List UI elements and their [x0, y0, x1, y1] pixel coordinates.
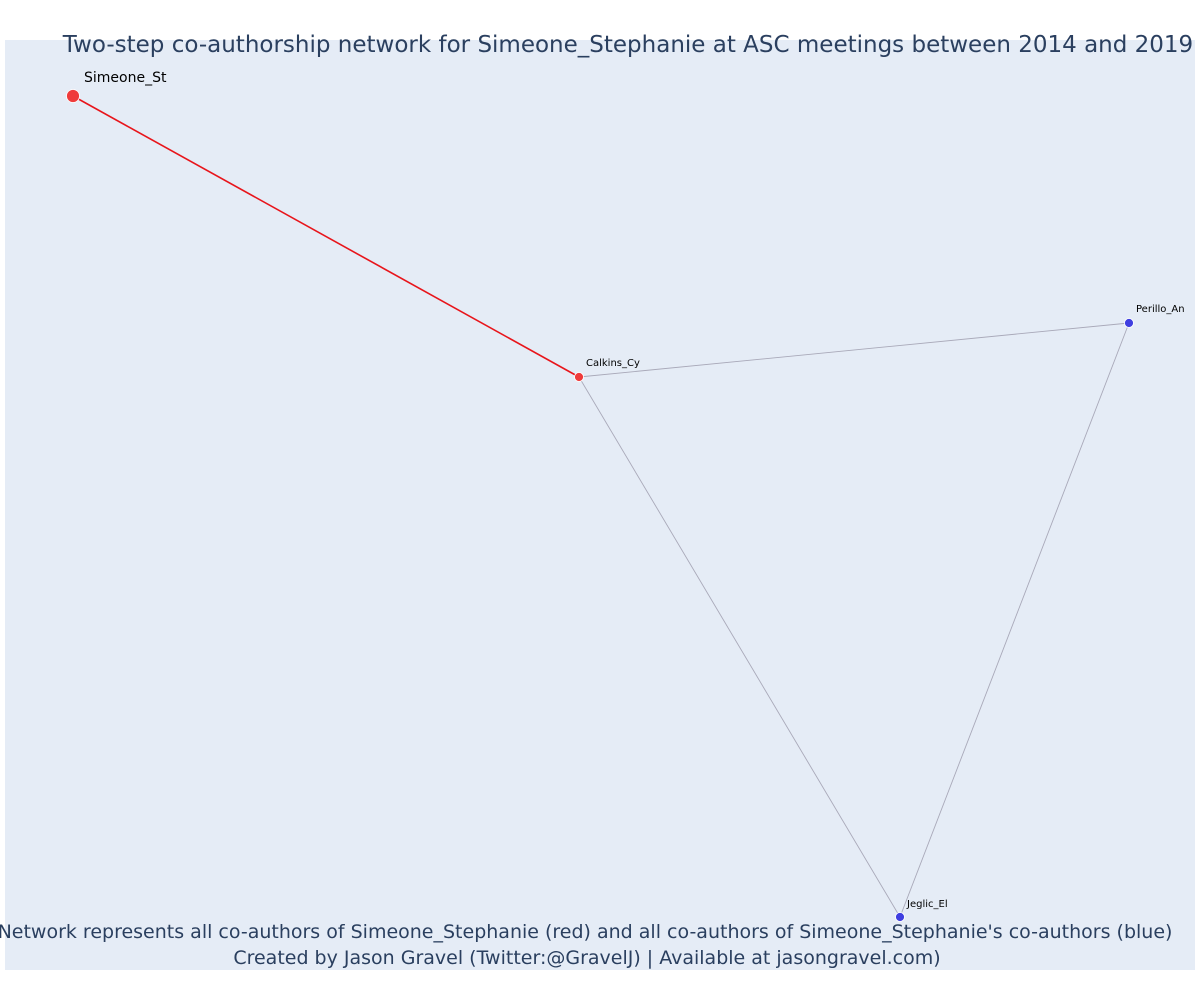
nodes-layer: [66, 89, 1134, 922]
node-label-simeone-st: Simeone_St: [84, 70, 167, 86]
caption-line-1: Network represents all co-authors of Sim…: [0, 921, 1172, 943]
edge-perillo-an-jeglic-el: [899, 322, 1130, 918]
node-calkins-cy[interactable]: [574, 372, 584, 382]
node-perillo-an[interactable]: [1124, 318, 1134, 328]
edges-layer: [72, 95, 1130, 918]
edge-calkins-cy-perillo-an: [578, 322, 1130, 378]
caption-line-2: Created by Jason Gravel (Twitter:@Gravel…: [233, 947, 940, 969]
chart-title: Two-step co-authorship network for Simeo…: [62, 32, 1193, 58]
plot-background: [5, 40, 1195, 970]
edge-simeone-st-calkins-cy: [72, 95, 580, 378]
node-label-jeglic-el: Jeglic_El: [906, 899, 948, 910]
edge-calkins-cy-jeglic-el: [578, 376, 901, 918]
node-simeone-st[interactable]: [66, 89, 80, 103]
node-label-perillo-an: Perillo_An: [1136, 304, 1185, 315]
labels-layer: Simeone_St Calkins_Cy Perillo_An Jeglic_El: [84, 70, 1185, 910]
node-label-calkins-cy: Calkins_Cy: [586, 358, 640, 369]
node-jeglic-el[interactable]: [895, 912, 905, 922]
